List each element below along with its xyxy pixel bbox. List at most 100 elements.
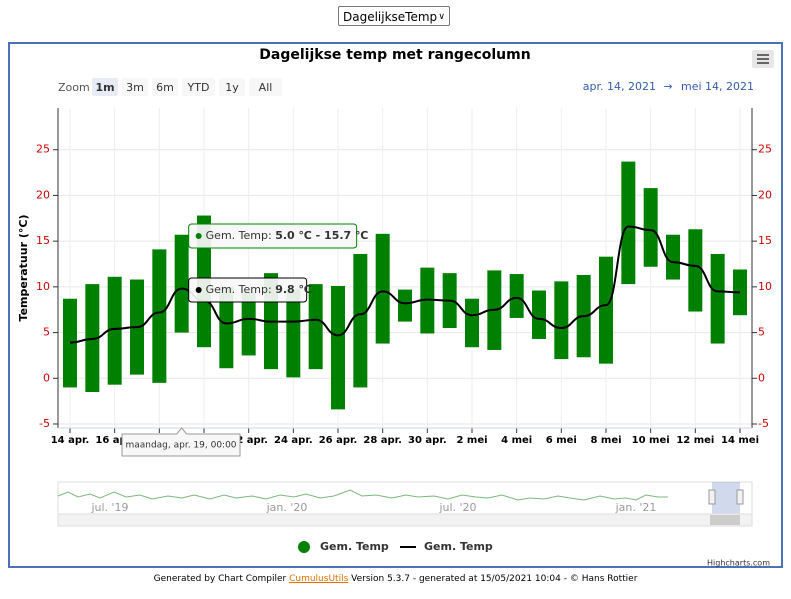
chart-title: Dagelijkse temp met rangecolumn: [259, 47, 530, 63]
x-tick-label: 8 mei: [590, 435, 621, 446]
range-bar: [107, 276, 122, 385]
y2-tick-label: 25: [758, 143, 772, 156]
zoom-button[interactable]: [152, 78, 178, 96]
tooltip-label: Gem. Temp:: [206, 229, 276, 242]
chart: Dagelijkse temp met rangecolumn Zoom → a…: [17, 47, 774, 568]
tooltip-text: Gem. Temp: 9.8 ℃: [206, 283, 312, 296]
x-tick-label: 10 mei: [632, 435, 670, 446]
credits[interactable]: Highcharts.com: [707, 559, 770, 568]
zoom-button-label[interactable]: YTD: [187, 81, 210, 94]
zoom-button[interactable]: [219, 78, 245, 96]
range-bar: [710, 253, 725, 344]
x-tick-label: 30 apr.: [408, 435, 447, 446]
zoom-button-label[interactable]: 3m: [126, 81, 144, 94]
range-bar: [331, 285, 345, 410]
y2-tick-label: -5: [758, 417, 769, 430]
menu-button[interactable]: [752, 50, 774, 68]
legend-label[interactable]: Gem. Temp: [424, 540, 493, 553]
x-tick-label: 14 apr.: [51, 435, 90, 446]
range-bar: [353, 253, 368, 388]
legend-symbol[interactable]: [298, 541, 310, 553]
tooltip-dot: [195, 233, 202, 239]
x-tick-label: 24 apr.: [274, 435, 313, 446]
y-tick-label: 5: [43, 326, 50, 339]
zoom-button[interactable]: [92, 78, 118, 96]
navigator-line: [57, 489, 668, 501]
range-bar: [532, 290, 546, 339]
x-tick-label: 4 mei: [501, 435, 532, 446]
x-tick-label: 14 mei: [721, 435, 759, 446]
plot-area: [58, 108, 752, 428]
y2-tick-label: 5: [758, 326, 765, 339]
range-bar: [152, 249, 167, 383]
y-tick-label: 20: [36, 188, 50, 201]
x-tick-label: 6 mei: [546, 435, 577, 446]
y-tick-label: 15: [36, 234, 50, 247]
range-bar: [286, 288, 301, 378]
navigator-label: jan. '21: [615, 501, 657, 514]
tooltip-text: Gem. Temp: 5.0 ℃ - 15.7 ℃: [206, 229, 369, 242]
navigator-handle[interactable]: [708, 489, 716, 505]
range-arrow: →: [663, 80, 672, 93]
navigator-label: jul. '20: [438, 501, 476, 514]
select-arrow: ∨: [438, 12, 445, 22]
select-value: DagelijkseTemp: [343, 10, 438, 24]
chart-frame: [8, 42, 783, 568]
range-bar: [643, 188, 658, 267]
zoom-button[interactable]: [249, 78, 282, 96]
navigator-label: jul. '19: [90, 501, 128, 514]
navigator-mask[interactable]: [712, 482, 740, 514]
navigator-label: jan. '20: [266, 501, 308, 514]
zoom-button-label[interactable]: 1y: [225, 81, 239, 94]
x-tick-label: 22 apr.: [229, 435, 268, 446]
x-tick-label: 2 mei: [456, 435, 487, 446]
range-from[interactable]: apr. 14, 2021: [583, 80, 656, 93]
y2-tick-label: 0: [758, 371, 765, 384]
zoom-button[interactable]: [122, 78, 148, 96]
range-to[interactable]: mei 14, 2021: [681, 80, 754, 93]
range-bar: [174, 234, 189, 333]
tooltip-value: 5.0 ℃ - 15.7 ℃: [275, 229, 368, 242]
zoom-button-label[interactable]: All: [259, 81, 273, 94]
legend-label[interactable]: Gem. Temp: [320, 540, 389, 553]
range-bar: [308, 284, 323, 370]
x-tick-label: 12 mei: [676, 435, 714, 446]
range-bar: [219, 286, 234, 369]
zoom-button[interactable]: [182, 78, 215, 96]
range-bar: [599, 256, 613, 364]
zoom-button-label[interactable]: 1m: [95, 81, 114, 94]
x-tick-label: 16 apr.: [95, 435, 134, 446]
range-bar: [509, 274, 524, 318]
y2-tick-label: 10: [758, 280, 772, 293]
zoom-button-label[interactable]: 6m: [156, 81, 174, 94]
series-select[interactable]: DagelijkseTemp ∨: [338, 6, 450, 26]
y-axis-title: Temperatuur (°C): [17, 215, 30, 322]
tooltip: [188, 223, 358, 249]
scrollbar[interactable]: [57, 513, 753, 527]
y2-tick-label: 20: [758, 188, 772, 201]
zoom-label: Zoom: [58, 81, 90, 94]
line: [69, 225, 741, 344]
range-bar: [375, 233, 390, 344]
tooltip-label: Gem. Temp:: [206, 283, 276, 296]
y2-tick-label: 15: [758, 234, 772, 247]
scrollbar-thumb[interactable]: [710, 515, 740, 525]
tooltip-value: 9.8 ℃: [275, 283, 312, 296]
y-tick-label: -5: [39, 417, 50, 430]
range-bar: [554, 281, 569, 360]
footer: Generated by Chart Compiler CumulusUtils…: [0, 574, 791, 584]
y-tick-label: 0: [43, 371, 50, 384]
range-bar: [241, 291, 256, 356]
y-tick-label: 10: [36, 280, 50, 293]
range-bar: [666, 234, 680, 280]
tooltip-header: [121, 427, 241, 457]
footer-link[interactable]: CumulusUtils: [289, 574, 349, 584]
footer-text: Version 5.3.7 - generated at 15/05/2021 …: [348, 574, 638, 584]
navigator-handle[interactable]: [736, 489, 744, 505]
range-bar: [688, 229, 703, 312]
navigator[interactable]: [57, 481, 753, 515]
menu-icon: [757, 54, 769, 64]
x-tick-label: 26 apr.: [319, 435, 358, 446]
tooltip-dot: [195, 287, 202, 293]
